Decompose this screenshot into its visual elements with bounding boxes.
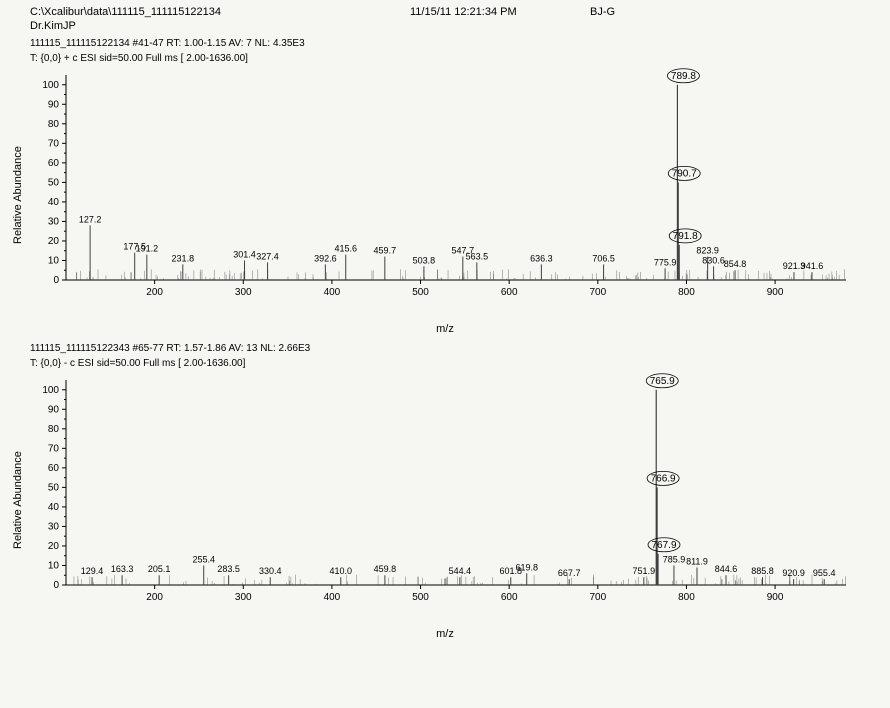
svg-text:200: 200 — [146, 287, 163, 298]
svg-text:50: 50 — [48, 482, 60, 493]
svg-text:60: 60 — [48, 463, 60, 474]
svg-text:700: 700 — [589, 592, 606, 603]
peak-label: 191.2 — [136, 244, 159, 254]
svg-text:40: 40 — [48, 502, 60, 513]
svg-text:300: 300 — [235, 287, 252, 298]
peak-label: 330.4 — [259, 566, 282, 576]
circled-peak-label: 789.8 — [671, 71, 696, 82]
circled-peak-label: 766.9 — [651, 473, 676, 484]
peak-label: 255.4 — [192, 554, 215, 564]
peak-label: 563.5 — [466, 251, 489, 261]
svg-text:0: 0 — [53, 275, 59, 286]
peak-label: 823.9 — [696, 246, 719, 256]
svg-text:300: 300 — [235, 592, 252, 603]
svg-text:80: 80 — [48, 424, 60, 435]
file-subheader: Dr.KimJP — [0, 20, 890, 36]
svg-text:200: 200 — [146, 592, 163, 603]
svg-text:20: 20 — [48, 236, 60, 247]
svg-text:20: 20 — [48, 541, 60, 552]
svg-text:800: 800 — [678, 592, 695, 603]
svg-text:400: 400 — [324, 592, 341, 603]
panel-meta-line1: 111115_111115122134 #41-47 RT: 1.00-1.15… — [10, 36, 880, 51]
svg-text:90: 90 — [48, 404, 60, 415]
svg-text:100: 100 — [42, 80, 59, 91]
peak-label: 636.3 — [530, 253, 553, 263]
svg-text:40: 40 — [48, 197, 60, 208]
file-path: C:\Xcalibur\data\111115_111115122134 — [30, 6, 410, 18]
peak-label: 830.6 — [702, 255, 725, 265]
peak-label: 751.9 — [633, 566, 656, 576]
svg-text:50: 50 — [48, 177, 60, 188]
peak-label: 920.9 — [782, 568, 805, 578]
file-header: C:\Xcalibur\data\111115_111115122134 11/… — [0, 0, 890, 20]
svg-text:600: 600 — [501, 592, 518, 603]
spectrum-panel-0: 111115_111115122134 #41-47 RT: 1.00-1.15… — [10, 36, 880, 335]
peak-label: 392.6 — [314, 253, 337, 263]
svg-text:600: 600 — [501, 287, 518, 298]
peak-label: 544.4 — [449, 566, 472, 576]
peak-label: 667.7 — [558, 568, 581, 578]
peak-label: 955.4 — [813, 568, 836, 578]
y-axis-label: Relative Abundance — [10, 65, 26, 325]
svg-text:0: 0 — [53, 580, 59, 591]
y-axis-label: Relative Abundance — [10, 370, 26, 630]
peak-label: 706.5 — [592, 253, 615, 263]
peak-label: 459.8 — [374, 564, 397, 574]
peak-label: 410.0 — [330, 566, 353, 576]
circled-peak-label: 790.7 — [672, 168, 697, 179]
peak-label: 283.5 — [217, 564, 240, 574]
peak-label: 127.2 — [79, 214, 102, 224]
file-datetime: 11/15/11 12:21:34 PM — [410, 6, 590, 18]
peak-label: 775.9 — [654, 257, 677, 267]
peak-label: 844.6 — [715, 564, 738, 574]
circled-peak-label: 767.9 — [651, 540, 676, 551]
panel-meta-line1: 111115_111115122343 #65-77 RT: 1.57-1.86… — [10, 341, 880, 356]
svg-text:80: 80 — [48, 119, 60, 130]
svg-text:100: 100 — [42, 385, 59, 396]
circled-peak-label: 791.8 — [673, 231, 698, 242]
peak-label: 854.8 — [724, 259, 747, 269]
svg-text:10: 10 — [48, 560, 60, 571]
peak-label: 415.6 — [334, 244, 357, 254]
peak-label: 301.4 — [233, 249, 256, 259]
svg-text:60: 60 — [48, 158, 60, 169]
peak-label: 619.8 — [515, 562, 538, 572]
svg-text:500: 500 — [412, 287, 429, 298]
peak-label: 163.3 — [111, 564, 134, 574]
peak-label: 941.6 — [801, 261, 824, 271]
svg-text:30: 30 — [48, 216, 60, 227]
svg-text:70: 70 — [48, 138, 60, 149]
svg-text:800: 800 — [678, 287, 695, 298]
circled-peak-label: 765.9 — [650, 376, 675, 387]
svg-text:900: 900 — [767, 287, 784, 298]
peak-label: 459.7 — [374, 246, 397, 256]
peak-label: 327.4 — [256, 251, 279, 261]
svg-text:10: 10 — [48, 255, 60, 266]
spectrum-plot-1: 0 10 20 30 40 50 60 70 80 90 100 200 300 400 500 600 700… — [26, 370, 880, 630]
peak-label: 205.1 — [148, 564, 171, 574]
peak-label: 811.9 — [686, 556, 708, 566]
peak-label: 503.8 — [413, 255, 436, 265]
peak-label: 885.8 — [751, 566, 774, 576]
panel-meta-line2: T: {0,0} - c ESI sid=50.00 Full ms [ 2.0… — [10, 356, 880, 371]
file-user: BJ-G — [590, 6, 690, 18]
peak-label: 785.9 — [663, 554, 686, 564]
svg-text:400: 400 — [324, 287, 341, 298]
peak-label: 231.8 — [172, 253, 195, 263]
peak-label: 129.4 — [81, 566, 104, 576]
page-root: C:\Xcalibur\data\111115_111115122134 11/… — [0, 0, 890, 708]
svg-text:30: 30 — [48, 521, 60, 532]
svg-text:500: 500 — [412, 592, 429, 603]
svg-text:900: 900 — [767, 592, 784, 603]
svg-text:700: 700 — [589, 287, 606, 298]
svg-text:90: 90 — [48, 99, 60, 110]
panel-meta-line2: T: {0,0} + c ESI sid=50.00 Full ms [ 2.0… — [10, 51, 880, 66]
spectrum-plot-0: 0 10 20 30 40 50 60 70 80 90 100 200 300 400 500 600 700… — [26, 65, 880, 325]
svg-text:70: 70 — [48, 443, 60, 454]
spectrum-panel-1: 111115_111115122343 #65-77 RT: 1.57-1.86… — [10, 341, 880, 640]
